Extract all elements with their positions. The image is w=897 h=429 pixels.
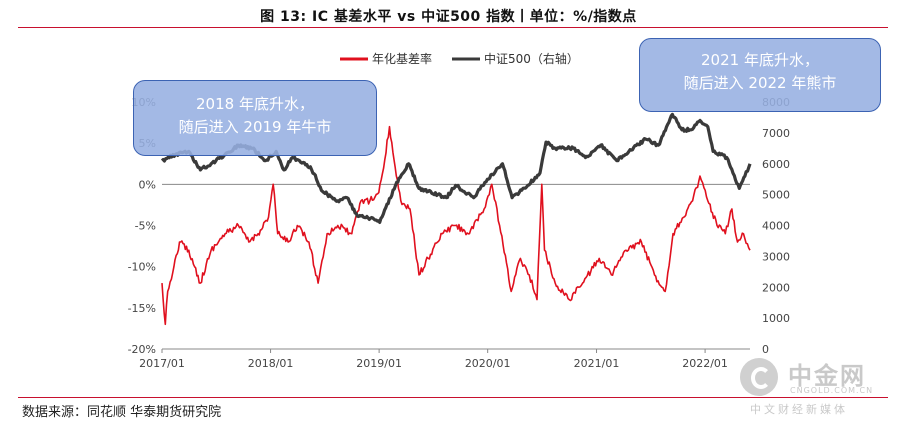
x-tick-label: 2020/01 (465, 357, 511, 370)
watermark-url: CNGOLD.COM.CN (790, 386, 874, 395)
callout-2021-line1: 2021 年底升水， (701, 51, 819, 69)
data-source: 数据来源：同花顺 华泰期货研究院 (22, 405, 222, 420)
watermark: 中金网 CNGOLD.COM.CN 中文财经新媒体 (740, 356, 890, 416)
legend-label-basis: 年化基差率 (372, 51, 432, 66)
x-tick-label: 2021/01 (574, 357, 620, 370)
y-left-tick-label: -20% (128, 343, 156, 356)
x-tick-label: 2018/01 (248, 357, 294, 370)
y-right-tick-label: 2000 (762, 281, 790, 294)
y-left-tick-label: -5% (135, 220, 156, 233)
y-left-tick-label: 0% (139, 178, 156, 191)
y-right-tick-label: 6000 (762, 158, 790, 171)
y-right-tick-label: 5000 (762, 189, 790, 202)
callout-2018-line2: 随后进入 2019 年牛市 (178, 118, 332, 136)
x-tick-label: 2017/01 (139, 357, 185, 370)
source-divider (18, 397, 888, 398)
legend-label-index: 中证500（右轴） (484, 51, 579, 66)
callout-2021-line2: 随后进入 2022 年熊市 (683, 74, 837, 92)
y-right-tick-label: 0 (762, 343, 769, 356)
y-left-tick-label: -15% (128, 302, 156, 315)
y-right-tick-label: 1000 (762, 312, 790, 325)
watermark-subtitle: 中文财经新媒体 (750, 403, 848, 416)
callout-2018-line1: 2018 年底升水， (196, 95, 314, 113)
callout-2018: 2018 年底升水， 随后进入 2019 年牛市 (133, 80, 377, 156)
x-tick-label: 2019/01 (356, 357, 402, 370)
y-right-tick-label: 3000 (762, 250, 790, 263)
series-line-basis (161, 125, 751, 326)
callout-2021: 2021 年底升水， 随后进入 2022 年熊市 (639, 38, 881, 112)
x-tick-label: 2022/01 (682, 357, 728, 370)
title-divider (18, 27, 888, 28)
chart-title: 图 13: IC 基差水平 vs 中证500 指数丨单位：%/指数点 (260, 9, 637, 25)
watermark-logo-icon (740, 358, 778, 396)
y-right-tick-label: 4000 (762, 220, 790, 233)
watermark-name: 中金网 (788, 361, 866, 390)
y-right-tick-label: 7000 (762, 127, 790, 140)
legend: 年化基差率 中证500（右轴） (340, 51, 579, 66)
y-left-tick-label: -10% (128, 261, 156, 274)
